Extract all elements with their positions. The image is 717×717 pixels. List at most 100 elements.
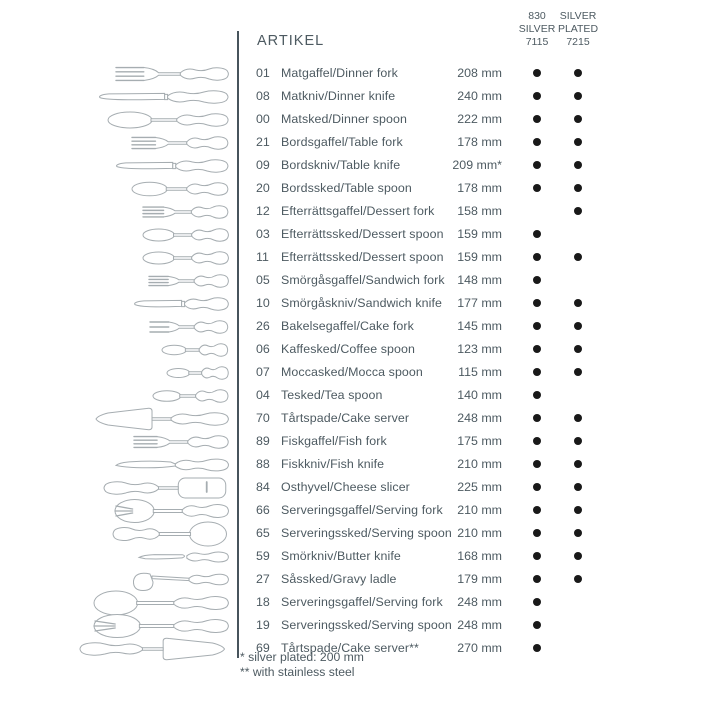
availability-dot-silver-plated	[574, 528, 582, 537]
availability-dot-830-silver	[533, 413, 541, 422]
article-name: Fiskgaffel/Fish fork	[281, 433, 387, 448]
article-length: 270 mm	[457, 640, 502, 655]
availability-dot-830-silver	[533, 114, 541, 123]
availability-dot-silver-plated	[574, 206, 582, 215]
article-number: 11	[256, 249, 269, 264]
article-length: 248 mm	[457, 410, 502, 425]
dinner-fork-illustration	[114, 66, 229, 81]
dessert-spoon-illustration	[142, 227, 229, 242]
vertical-divider	[237, 31, 239, 658]
availability-dot-830-silver	[533, 482, 541, 491]
article-length: 208 mm	[457, 65, 502, 80]
article-number: 01	[256, 65, 270, 80]
availability-dot-silver-plated	[574, 551, 582, 560]
article-length: 175 mm	[457, 433, 502, 448]
footnotes: * silver plated: 200 mm ** with stainless…	[240, 650, 364, 679]
column-header-line: 7215	[566, 36, 590, 48]
article-length: 248 mm	[457, 617, 502, 632]
table-row: 11 Efterrättssked/Dessert spoon 159 mm	[0, 246, 717, 269]
sandwich-fork-illustration	[147, 273, 229, 288]
table-row: 12 Efterrättsgaffel/Dessert fork 158 mm	[0, 200, 717, 223]
column-header-line: SILVER	[559, 10, 597, 22]
availability-dot-830-silver	[533, 505, 541, 514]
article-number: 88	[256, 456, 270, 471]
coffee-spoon-illustration	[161, 342, 229, 357]
article-number: 70	[256, 410, 270, 425]
article-number: 21	[256, 134, 270, 149]
table-row: 65 Serveringssked/Serving spoon 210 mm	[0, 521, 717, 546]
article-name: Osthyvel/Cheese slicer	[281, 479, 410, 494]
availability-dot-silver-plated	[574, 321, 582, 330]
column-header-line: PLATED	[557, 23, 599, 35]
availability-dot-silver-plated	[574, 505, 582, 514]
article-number: 20	[256, 180, 270, 195]
article-length: 225 mm	[457, 479, 502, 494]
dessert-fork-illustration	[142, 204, 229, 219]
dessert-spoon-illustration	[142, 250, 229, 265]
table-row: 00 Matsked/Dinner spoon 222 mm	[0, 108, 717, 131]
sandwich-knife-illustration	[133, 296, 229, 311]
article-name: Serveringssked/Serving spoon	[281, 617, 452, 632]
article-length: 159 mm	[457, 249, 502, 264]
article-number: 08	[256, 88, 270, 103]
article-name: Matkniv/Dinner knife	[281, 88, 396, 103]
dinner-knife-illustration	[99, 89, 229, 104]
fish-fork-illustration	[133, 434, 229, 449]
article-length: 178 mm	[457, 134, 502, 149]
availability-dot-silver-plated	[574, 459, 582, 468]
article-number: 18	[256, 594, 270, 609]
availability-dot-silver-plated	[574, 344, 582, 353]
article-length: 210 mm	[457, 456, 502, 471]
availability-dot-830-silver	[533, 597, 541, 606]
availability-dot-830-silver	[533, 620, 541, 629]
article-number: 65	[256, 525, 270, 540]
availability-dot-silver-plated	[574, 367, 582, 376]
table-row: 08 Matkniv/Dinner knife 240 mm	[0, 85, 717, 108]
article-number: 27	[256, 571, 270, 586]
article-length: 168 mm	[457, 548, 502, 563]
article-name: Kaffesked/Coffee spoon	[281, 341, 416, 356]
availability-dot-830-silver	[533, 528, 541, 537]
availability-dot-830-silver	[533, 252, 541, 261]
article-name: Matgaffel/Dinner fork	[281, 65, 398, 80]
table-knife-illustration	[116, 158, 229, 173]
column-header-830-silver: 830 SILVER 7115	[513, 10, 561, 49]
availability-dot-silver-plated	[574, 68, 582, 77]
availability-dot-830-silver	[533, 160, 541, 169]
article-name: Serveringsgaffel/Serving fork	[281, 594, 443, 609]
cake-server-illustration	[95, 407, 229, 430]
article-length: 222 mm	[457, 111, 502, 126]
article-name: Bakelsegaffel/Cake fork	[281, 318, 414, 333]
availability-dot-silver-plated	[574, 436, 582, 445]
article-number: 26	[256, 318, 270, 333]
serving-spoon-illustration	[92, 613, 229, 638]
cheese-slicer-illustration	[103, 477, 227, 498]
table-row: 19 Serveringssked/Serving spoon 248 mm	[0, 613, 717, 638]
butter-knife-illustration	[137, 551, 229, 562]
table-row: 18 Serveringsgaffel/Serving fork 248 mm	[0, 590, 717, 615]
article-number: 59	[256, 548, 270, 563]
article-name: Serveringsgaffel/Serving fork	[281, 502, 443, 517]
article-number: 89	[256, 433, 270, 448]
article-length: 159 mm	[457, 226, 502, 241]
table-row: 07 Moccasked/Mocca spoon 115 mm	[0, 361, 717, 384]
availability-dot-830-silver	[533, 91, 541, 100]
availability-dot-830-silver	[533, 275, 541, 284]
tea-spoon-illustration	[152, 388, 229, 403]
article-number: 66	[256, 502, 270, 517]
serving-spoon-illustration	[111, 521, 227, 546]
availability-dot-830-silver	[533, 229, 541, 238]
article-length: 148 mm	[457, 272, 502, 287]
cake-server-illustration	[78, 637, 225, 660]
column-header-line: 7115	[525, 36, 549, 48]
table-row: 10 Smörgåskniv/Sandwich knife 177 mm	[0, 292, 717, 315]
article-length: 123 mm	[457, 341, 502, 356]
article-number: 03	[256, 226, 270, 241]
article-name: Såssked/Gravy ladle	[281, 571, 397, 586]
serving-fork-illustration	[93, 590, 229, 615]
article-name: Efterrättsgaffel/Dessert fork	[281, 203, 435, 218]
column-header-silver-plated: SILVER PLATED 7215	[554, 10, 602, 49]
article-name: Smörgåsgaffel/Sandwich fork	[281, 272, 445, 287]
availability-dot-silver-plated	[574, 114, 582, 123]
availability-dot-silver-plated	[574, 298, 582, 307]
